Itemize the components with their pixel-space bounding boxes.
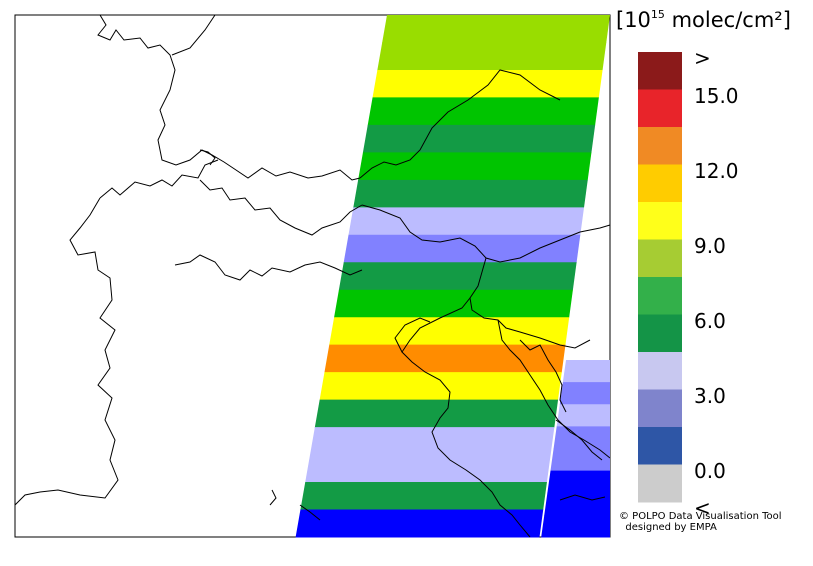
- colorbar-swatch: [638, 52, 682, 90]
- border-line: [394, 317, 431, 353]
- border-line: [174, 254, 363, 281]
- legend-unit-title: [1015 molec/cm²]: [616, 8, 791, 32]
- credit-line-2: designed by EMPA: [619, 522, 717, 533]
- credit-text: © POLPO Data Visualisation Tool designed…: [619, 511, 782, 533]
- colorbar-swatch: [638, 277, 682, 315]
- satellite-swath-secondary: [541, 360, 610, 538]
- swath-band: [556, 404, 610, 427]
- colorbar-swatch: [638, 239, 682, 278]
- border-line: [269, 489, 277, 506]
- border-line: [401, 297, 531, 538]
- swath-band: [309, 427, 555, 456]
- swath-band: [547, 470, 610, 494]
- colorbar-label: >: [694, 46, 711, 70]
- border-line: [199, 149, 216, 166]
- colorbar-label: 0.0: [694, 458, 726, 483]
- border-line: [361, 204, 611, 263]
- swath-band: [329, 317, 570, 346]
- swath-band: [324, 344, 566, 373]
- swath-band: [305, 454, 551, 483]
- colorbar-swatch: [638, 127, 682, 165]
- colorbar-swatch: [638, 427, 682, 465]
- swath-band: [367, 97, 599, 126]
- colorbar-label: 15.0: [694, 83, 739, 108]
- credit-line-1: © POLPO Data Visualisation Tool: [619, 511, 782, 522]
- border-line: [171, 14, 216, 56]
- border-line: [199, 179, 363, 236]
- border-line: [519, 339, 567, 413]
- swath-band: [314, 399, 559, 428]
- border-line: [359, 69, 561, 179]
- swath-band: [382, 15, 610, 43]
- border-line: [97, 14, 361, 181]
- swath-band: [372, 69, 603, 98]
- swath-band: [338, 262, 577, 291]
- border-line: [497, 319, 611, 459]
- swath-band: [559, 382, 610, 405]
- country-borders: [14, 14, 611, 538]
- colorbar-swatch: [638, 164, 682, 203]
- border-line: [299, 504, 321, 521]
- swath-band: [544, 492, 610, 516]
- colorbar-label: 12.0: [694, 158, 739, 183]
- colorbar-swatch: [638, 202, 682, 240]
- border-line: [14, 197, 119, 506]
- satellite-swath: [295, 15, 610, 538]
- colorbar-swatch: [638, 89, 682, 128]
- swath-band: [343, 234, 581, 263]
- border-line: [555, 419, 603, 461]
- swath-band: [553, 426, 610, 449]
- border-line: [99, 159, 219, 199]
- swath-band: [295, 509, 544, 538]
- colorbar-label: 6.0: [694, 308, 726, 333]
- colorbar-swatch: [638, 314, 682, 353]
- colorbar-label: 3.0: [694, 383, 726, 408]
- swath-band: [362, 124, 596, 153]
- swath-band: [562, 360, 610, 383]
- swath-band: [541, 514, 610, 538]
- swath-band: [377, 42, 607, 71]
- swath-band: [358, 152, 592, 181]
- colorbar-swatch: [638, 352, 682, 390]
- colorbar-label: <: [694, 496, 711, 520]
- swath-band: [319, 372, 562, 401]
- swath-band: [300, 482, 547, 511]
- swath-band: [353, 179, 588, 208]
- border-line: [559, 494, 606, 501]
- colorbar-swatch: [638, 464, 682, 503]
- swath-band: [334, 289, 573, 318]
- colorbar-label: 9.0: [694, 233, 726, 258]
- colorbar-swatch: [638, 389, 682, 428]
